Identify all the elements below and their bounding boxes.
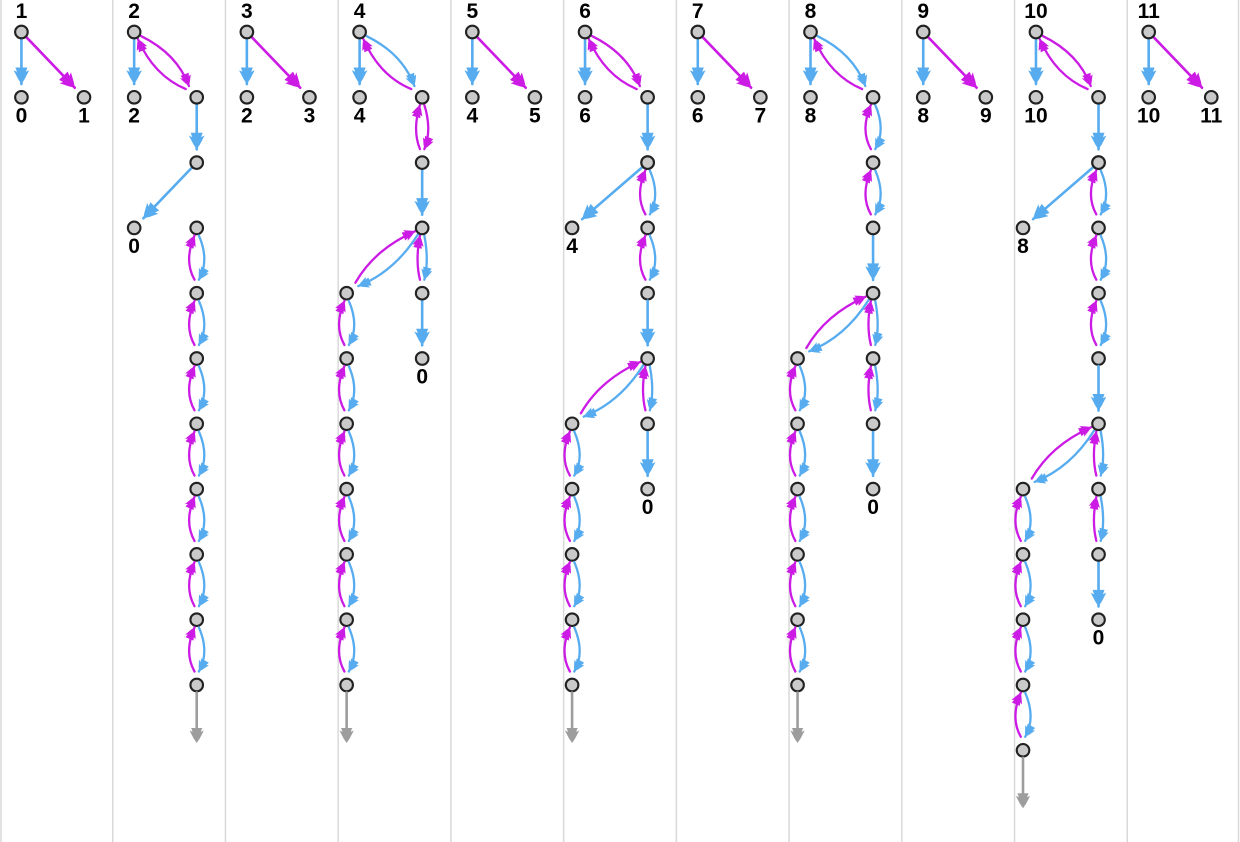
- svg-text:0: 0: [128, 235, 140, 258]
- svg-text:1: 1: [16, 0, 28, 23]
- svg-text:8: 8: [805, 0, 817, 23]
- svg-text:7: 7: [692, 0, 704, 23]
- svg-text:8: 8: [917, 104, 929, 127]
- svg-text:6: 6: [579, 0, 591, 23]
- svg-text:7: 7: [755, 104, 767, 127]
- svg-text:4: 4: [566, 235, 578, 258]
- svg-text:2: 2: [128, 0, 140, 23]
- svg-text:8: 8: [805, 104, 817, 127]
- svg-text:9: 9: [980, 104, 992, 127]
- svg-text:0: 0: [1093, 627, 1105, 650]
- svg-text:11: 11: [1138, 0, 1161, 23]
- svg-text:2: 2: [128, 104, 140, 127]
- svg-text:10: 10: [1024, 0, 1047, 23]
- svg-text:3: 3: [304, 104, 316, 127]
- svg-text:6: 6: [579, 104, 591, 127]
- svg-text:9: 9: [917, 0, 929, 23]
- svg-text:8: 8: [1017, 235, 1029, 258]
- svg-text:2: 2: [241, 104, 253, 127]
- svg-text:5: 5: [466, 0, 478, 23]
- svg-text:0: 0: [16, 104, 28, 127]
- svg-text:4: 4: [354, 104, 366, 127]
- svg-text:0: 0: [416, 366, 428, 389]
- svg-text:10: 10: [1137, 104, 1160, 127]
- svg-text:4: 4: [466, 104, 478, 127]
- svg-text:6: 6: [692, 104, 704, 127]
- svg-text:1: 1: [78, 104, 90, 127]
- svg-text:10: 10: [1024, 104, 1047, 127]
- svg-text:5: 5: [529, 104, 541, 127]
- svg-text:4: 4: [354, 0, 366, 23]
- svg-text:0: 0: [867, 496, 879, 519]
- svg-text:11: 11: [1200, 104, 1223, 127]
- svg-text:0: 0: [642, 496, 654, 519]
- svg-text:3: 3: [241, 0, 253, 23]
